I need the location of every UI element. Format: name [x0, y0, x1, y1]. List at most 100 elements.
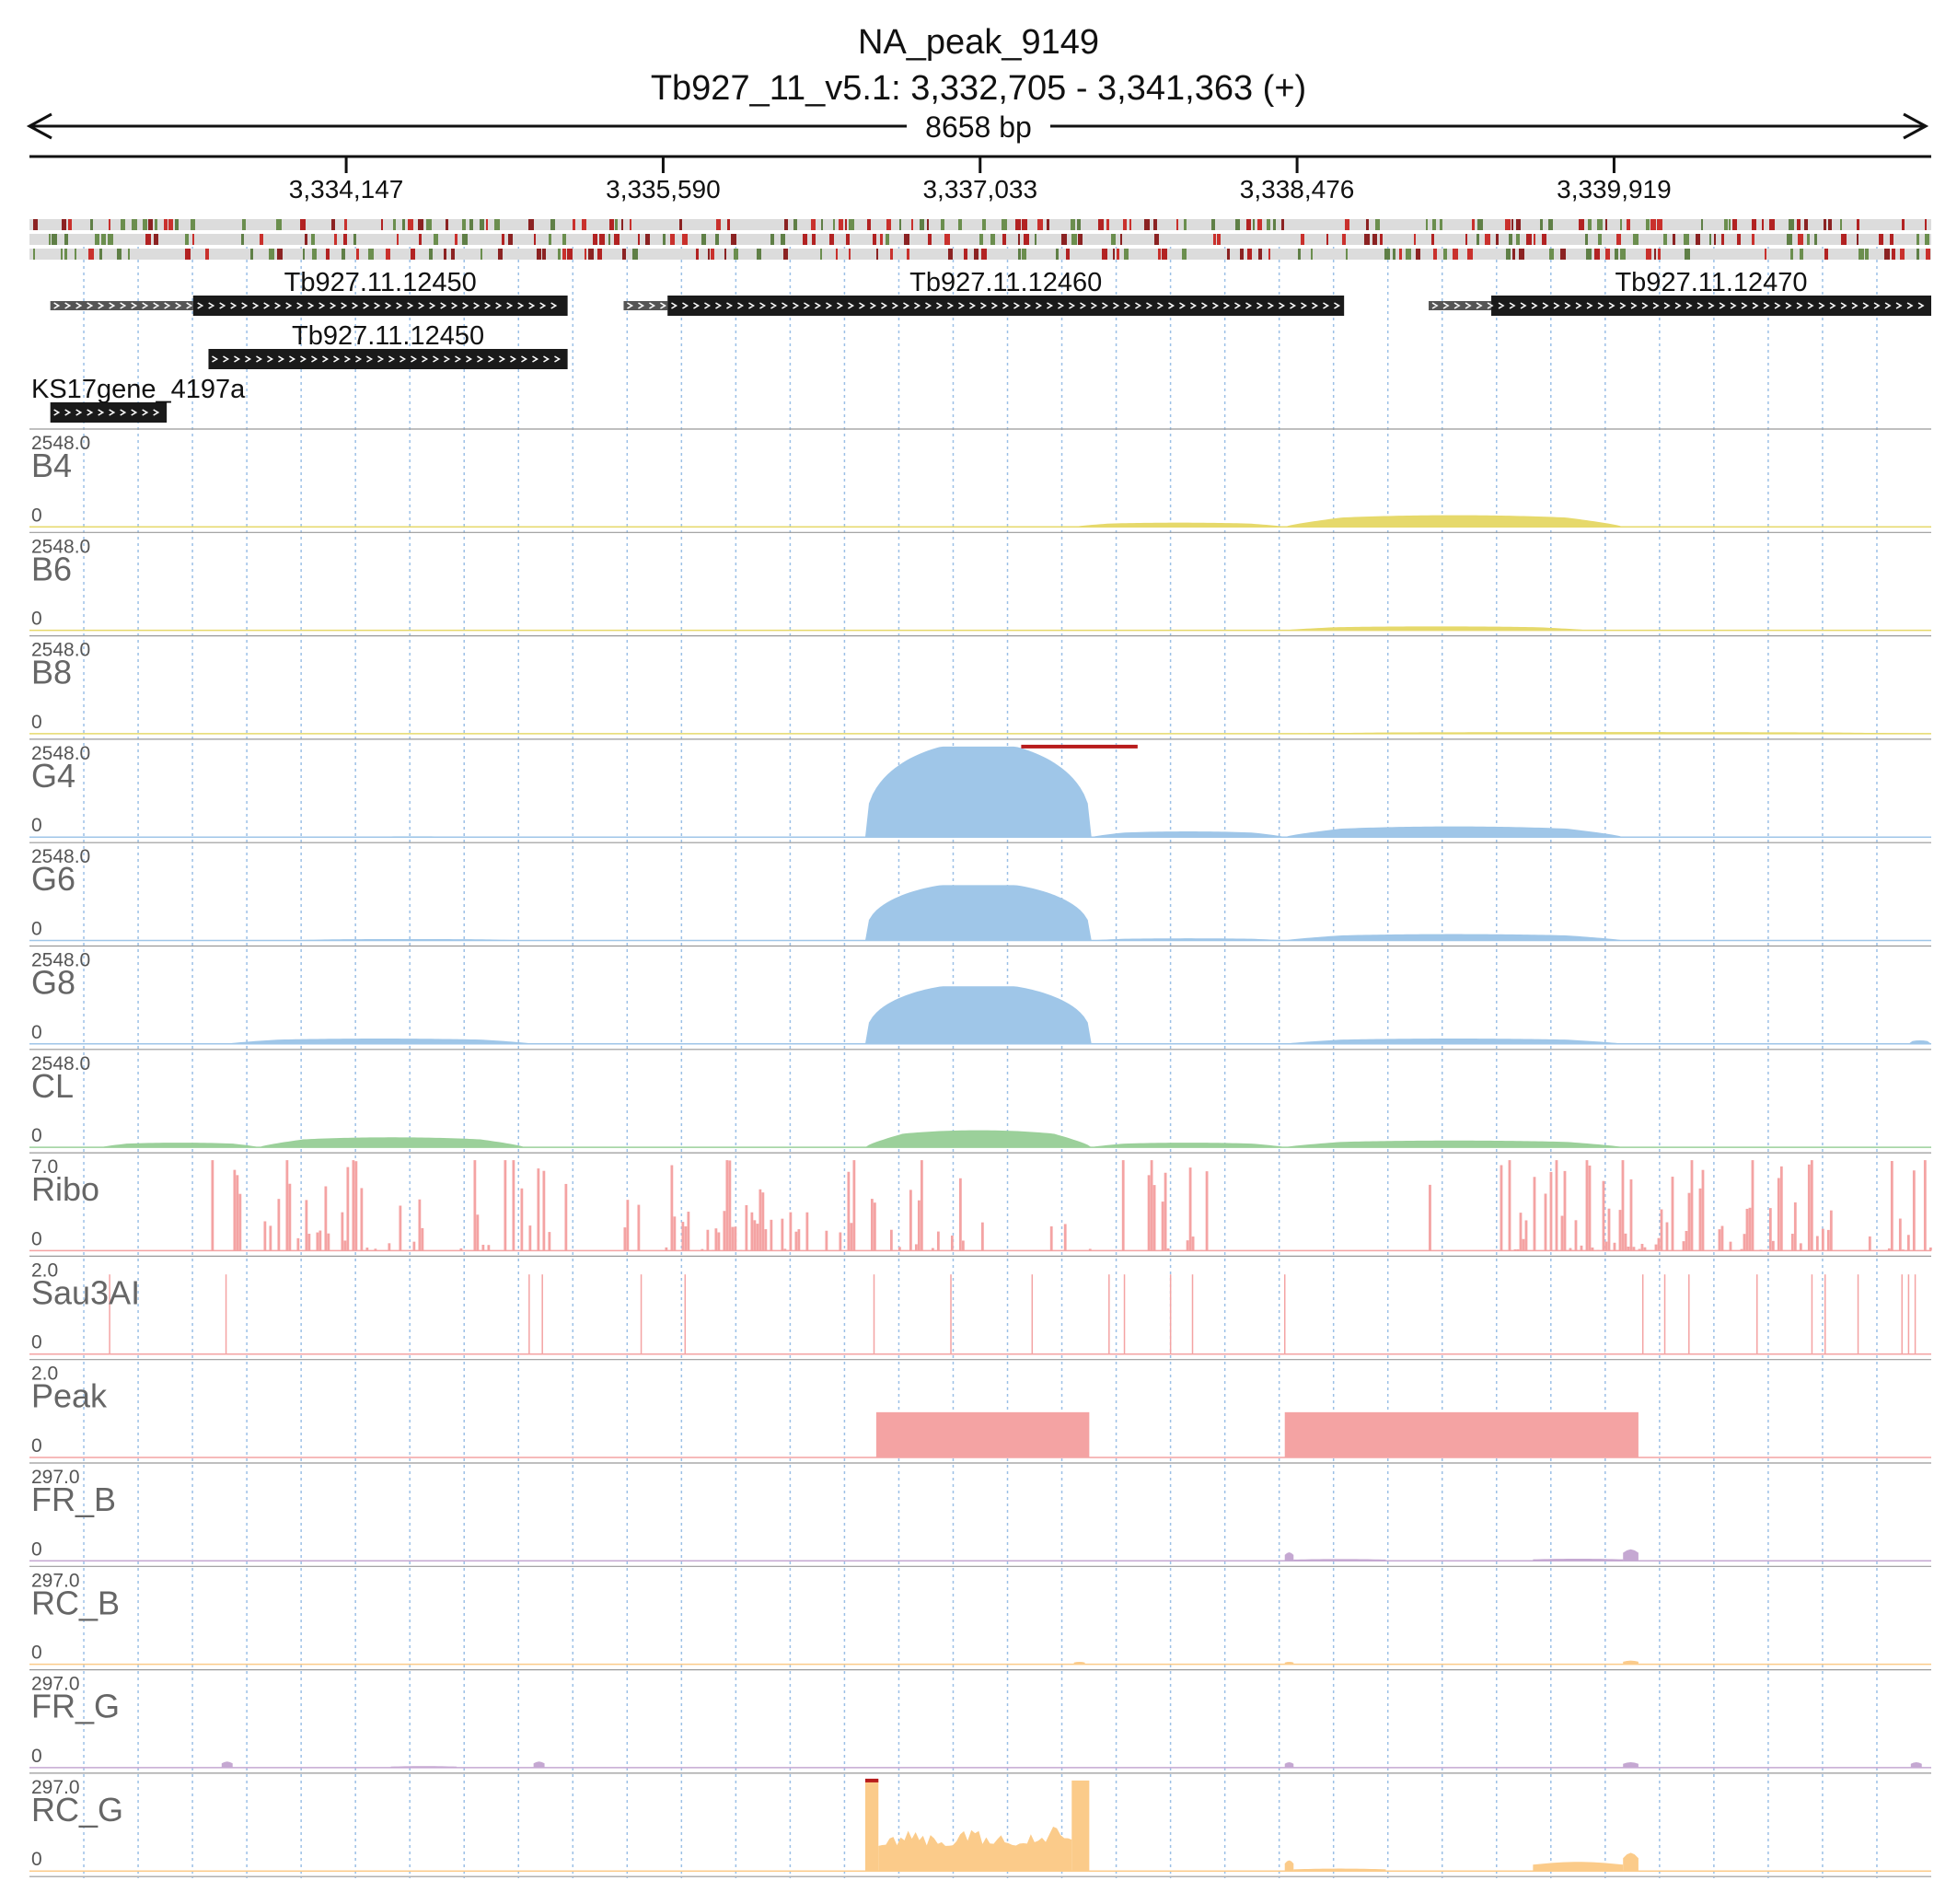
ribo-bar: [1199, 1249, 1203, 1251]
sequence-mark: [941, 219, 944, 230]
sequence-mark: [645, 234, 650, 245]
sequence-mark: [1102, 249, 1107, 260]
coverage-area: [292, 836, 534, 838]
sequence-mark: [1467, 249, 1473, 260]
sequence-mark: [353, 234, 356, 245]
sequence-mark: [1426, 219, 1428, 230]
track-g8: 2548.0G8 0: [29, 945, 1931, 1045]
sequence-mark: [1158, 249, 1161, 260]
ribo-bar: [285, 1160, 289, 1251]
axis-tick-label: 3,335,590: [606, 175, 721, 203]
ribo-bar: [1751, 1160, 1754, 1251]
sequence-mark: [312, 249, 317, 260]
sequence-mark: [1732, 219, 1737, 230]
sequence-mark: [145, 234, 151, 245]
ribo-bar: [1906, 1235, 1910, 1251]
ribo-bar: [1748, 1207, 1752, 1251]
ribo-bar: [1682, 1241, 1685, 1251]
track-min-label: 0: [31, 815, 42, 836]
sequence-mark: [185, 249, 191, 260]
ribo-bar: [1063, 1224, 1067, 1251]
sequence-mark: [117, 249, 122, 260]
sequence-mark: [64, 249, 67, 260]
sequence-mark: [1620, 249, 1626, 260]
sequence-mark: [1516, 219, 1521, 230]
sequence-mark: [191, 219, 195, 230]
coverage-area: [864, 1780, 879, 1872]
ribo-bar: [712, 1249, 715, 1251]
sequence-mark: [1414, 234, 1416, 245]
coverage-area: [1910, 1761, 1922, 1768]
track-name: CL: [31, 1067, 74, 1105]
ribo-bar: [1150, 1160, 1153, 1251]
coverage-area: [1284, 626, 1589, 631]
ribo-bar: [731, 1226, 735, 1251]
ribo-bar: [399, 1205, 402, 1251]
coverage-area: [1284, 1661, 1294, 1665]
gene-label: KS17gene_4197a: [31, 375, 246, 404]
ribo-bar: [794, 1231, 798, 1251]
sequence-mark: [164, 219, 168, 230]
ribo-bar: [1766, 1249, 1769, 1251]
sequence-mark: [1117, 249, 1119, 260]
sequence-mark: [1729, 219, 1731, 230]
sequence-mark: [928, 234, 932, 245]
ribo-bar: [665, 1247, 668, 1251]
coverage-area: [1284, 826, 1624, 838]
sequence-mark: [1787, 234, 1792, 245]
coverage-area: [864, 885, 1092, 941]
sequence-mark: [727, 219, 730, 230]
ribo-bar: [346, 1167, 350, 1251]
sequence-mark: [1916, 249, 1919, 260]
ribo-bar: [1533, 1177, 1536, 1251]
coverage-area: [1091, 831, 1285, 838]
ribo-bar: [1690, 1160, 1694, 1251]
sequence-mark: [849, 249, 851, 260]
ribo-bar: [548, 1232, 551, 1251]
sequence-mark: [334, 234, 337, 245]
sequence-mark: [1902, 219, 1905, 230]
sequence-mark: [260, 234, 263, 245]
sequence-mark: [1709, 234, 1711, 245]
sequence-mark: [1925, 219, 1927, 230]
coverage-area: [864, 1130, 1092, 1148]
sequence-mark: [277, 249, 283, 260]
sequence-mark: [1616, 234, 1621, 245]
gene-feature: Tb927.11.12450: [50, 268, 568, 316]
ribo-bar: [512, 1160, 515, 1251]
ribo-bar: [1429, 1184, 1431, 1251]
sequence-mark: [1828, 219, 1832, 230]
ribo-bar: [1555, 1160, 1558, 1251]
sequence-mark: [1540, 219, 1543, 230]
track-b8: 2548.0B8 0: [29, 634, 1931, 735]
sequence-mark: [982, 219, 986, 230]
track-name: G6: [31, 860, 75, 898]
gene-cds: [208, 349, 568, 369]
sequence-row-1: [29, 219, 1931, 230]
sequence-mark: [469, 219, 473, 230]
sequence-mark: [1797, 219, 1801, 230]
sequence-mark: [990, 234, 995, 245]
ribo-bar: [958, 1178, 962, 1251]
sequence-mark: [368, 249, 374, 260]
ribo-bar: [1671, 1177, 1674, 1251]
sequence-mark: [1066, 249, 1070, 260]
sequence-mark: [418, 219, 423, 230]
gene-feature: KS17gene_4197a: [31, 375, 246, 423]
track-name: B6: [31, 550, 72, 587]
ribo-bar: [1759, 1249, 1763, 1251]
track-min-label: 0: [31, 1125, 42, 1146]
sequence-mark: [597, 249, 602, 260]
track-name: RC_B: [31, 1584, 120, 1621]
sequence-mark: [1443, 249, 1447, 260]
sequence-mark: [429, 249, 433, 260]
sequence-marks: [33, 219, 1930, 260]
sequence-mark: [542, 249, 546, 260]
sequence-mark: [1416, 249, 1420, 260]
sequence-mark: [381, 219, 383, 230]
coverage-area: [1533, 1558, 1624, 1562]
sequence-mark: [1646, 219, 1650, 230]
sequence-mark: [408, 219, 413, 230]
strand-chevrons: [53, 302, 558, 309]
